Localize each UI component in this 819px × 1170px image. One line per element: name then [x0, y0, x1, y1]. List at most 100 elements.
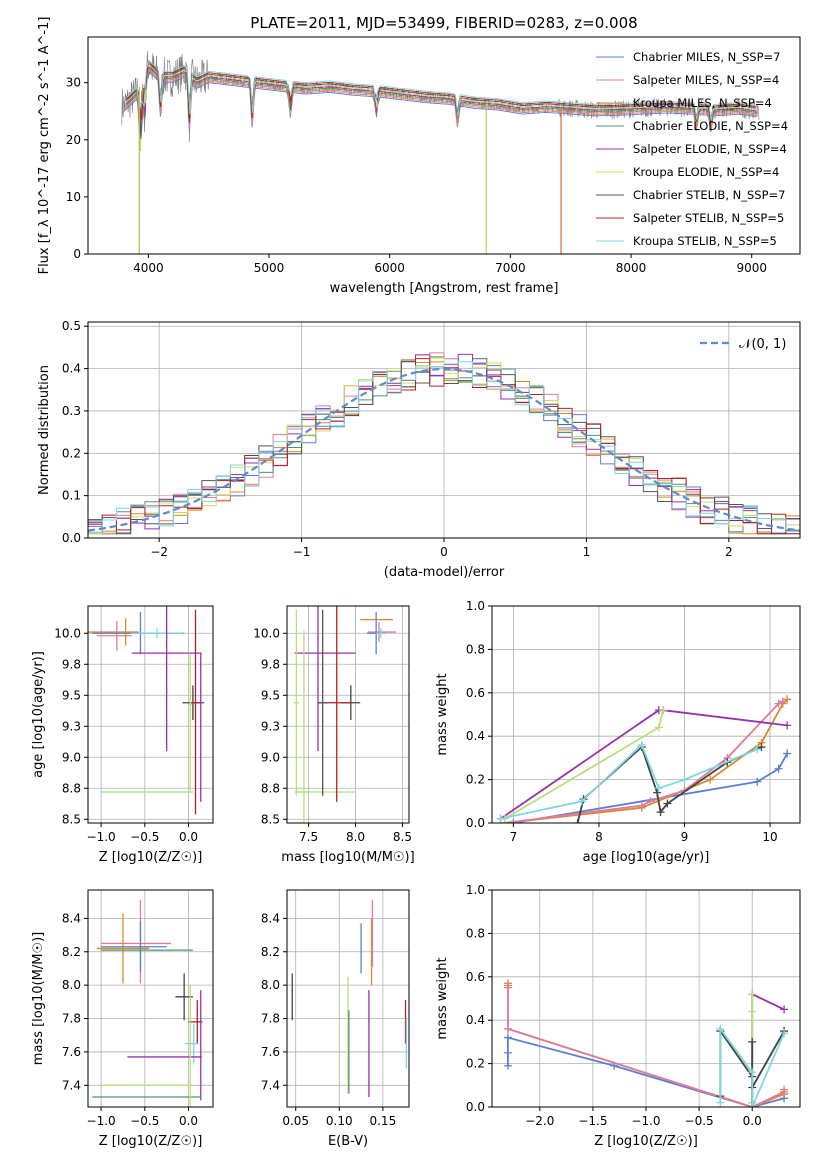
x-tick-label: 0.0 [743, 1114, 762, 1128]
axes-frame [87, 605, 214, 824]
x-tick-label: 8.0 [346, 830, 365, 844]
x-tick-label: −1 [293, 545, 311, 559]
data-point-marker [656, 808, 665, 817]
y-tick-label: 8.8 [261, 781, 280, 795]
legend-label: Salpeter MILES, N_SSP=4 [633, 73, 779, 87]
data-point-marker [503, 1061, 512, 1070]
y-tick-label: 8.0 [261, 978, 280, 992]
data-point-marker [706, 775, 715, 784]
plot-area [88, 606, 205, 815]
data-point-marker [637, 801, 646, 810]
data-point-marker [663, 799, 672, 808]
data-point-marker [653, 788, 662, 797]
data-point-marker [659, 706, 668, 715]
weight-series [496, 740, 762, 823]
weight-series [509, 749, 792, 823]
x-tick-label: −2.0 [525, 1114, 554, 1128]
histogram-step [88, 361, 800, 538]
legend-label: Chabrier ELODIE, N_SSP=4 [633, 119, 788, 133]
chart-title: PLATE=2011, MJD=53499, FIBERID=0283, z=0… [250, 14, 637, 32]
data-point-marker [577, 797, 586, 806]
x-tick-label: −0.5 [130, 1114, 159, 1128]
plot-area [121, 51, 760, 254]
x-tick-label: 0.10 [326, 1114, 353, 1128]
y-tick-label: 0.4 [466, 1013, 485, 1027]
y-tick-label: 7.4 [62, 1078, 81, 1092]
errorbar-point [188, 654, 193, 791]
data-point-marker [748, 1068, 757, 1077]
x-tick-label: 9 [681, 830, 689, 844]
data-point-marker [573, 819, 582, 823]
errorbar-point [317, 609, 328, 796]
y-tick-label: 0.2 [466, 1057, 485, 1071]
model-line [124, 67, 758, 141]
gaussian-curve [88, 367, 800, 532]
plot-area [503, 979, 789, 1107]
x-tick-label: 8.5 [393, 830, 412, 844]
x-tick-label: 10 [762, 830, 777, 844]
y-tick-label: 7.4 [261, 1078, 280, 1092]
x-tick-label: 9000 [736, 261, 767, 275]
weight-series [500, 706, 668, 823]
y-tick-label: 30 [66, 76, 81, 90]
errorbar-point [189, 985, 192, 1107]
legend-label: Salpeter STELIB, N_SSP=5 [633, 211, 784, 225]
legend-label: Kroupa STELIB, N_SSP=5 [633, 234, 777, 248]
plot-area [496, 695, 792, 823]
errorbar-point [101, 921, 167, 972]
x-axis-label: Z [log10(Z/Z☉)] [99, 850, 203, 865]
data-point-marker [783, 721, 792, 730]
x-tick-label: 2 [725, 545, 733, 559]
axes-frame [286, 605, 410, 824]
y-tick-label: 0.4 [62, 362, 81, 376]
y-tick-label: 0.5 [62, 319, 81, 333]
y-tick-label: 9.0 [62, 750, 81, 764]
legend-label: Salpeter ELODIE, N_SSP=4 [633, 142, 787, 156]
y-tick-label: 10 [66, 190, 81, 204]
axes-frame [491, 605, 801, 824]
x-tick-label: 4000 [133, 261, 164, 275]
y-axis-label: Flux [f_λ 10^-17 erg cm^-2 s^-1 A^-1] [37, 17, 52, 275]
x-axis-label: Z [log10(Z/Z☉)] [594, 1134, 698, 1149]
x-tick-label: 8 [595, 830, 603, 844]
data-point-marker [774, 764, 783, 773]
model-line [125, 65, 757, 151]
errorbar-point [293, 609, 300, 796]
data-point-marker [748, 1007, 757, 1016]
data-point-marker [637, 740, 646, 749]
data-point-marker [783, 695, 792, 704]
y-tick-label: 10.0 [253, 626, 280, 640]
data-point-marker [753, 777, 762, 786]
legend: Chabrier MILES, N_SSP=7 Salpeter MILES, N… [596, 50, 788, 248]
data-point-marker [503, 1048, 512, 1057]
y-tick-label: 0.0 [62, 531, 81, 545]
x-axis-label: mass [log10(M/M☉)] [281, 850, 414, 865]
errorbar-point [294, 630, 314, 823]
y-axis-label: Normed distribution [37, 365, 52, 495]
data-point-marker [716, 1098, 725, 1107]
plot-area [92, 900, 203, 1107]
y-tick-label: 20 [66, 133, 81, 147]
plot-area [293, 606, 396, 823]
data-point-marker [780, 1005, 789, 1014]
x-tick-label: 0.0 [179, 830, 198, 844]
y-tick-label: 9.8 [62, 657, 81, 671]
x-tick-label: 8000 [616, 261, 647, 275]
y-tick-label: 8.4 [62, 911, 81, 925]
y-axis-label: mass [log10(M/M☉)] [31, 932, 46, 1065]
y-tick-label: 0.8 [466, 926, 485, 940]
x-tick-label: −2 [150, 545, 168, 559]
y-tick-label: 8.5 [62, 812, 81, 826]
y-tick-label: 9.3 [261, 719, 280, 733]
x-tick-label: 6000 [374, 261, 405, 275]
x-axis-label: wavelength [Angstrom, rest frame] [330, 281, 559, 296]
legend-label: Chabrier MILES, N_SSP=7 [633, 50, 780, 64]
y-tick-label: 7.8 [261, 1012, 280, 1026]
x-axis-label: age [log10(age/yr)] [583, 850, 710, 865]
model-line [123, 70, 757, 137]
x-tick-label: 7 [510, 830, 518, 844]
x-tick-label: −1.5 [578, 1114, 607, 1128]
x-tick-label: 0.05 [282, 1114, 309, 1128]
x-tick-label: 7.5 [299, 830, 318, 844]
legend-label: Kroupa ELODIE, N_SSP=4 [633, 165, 779, 179]
